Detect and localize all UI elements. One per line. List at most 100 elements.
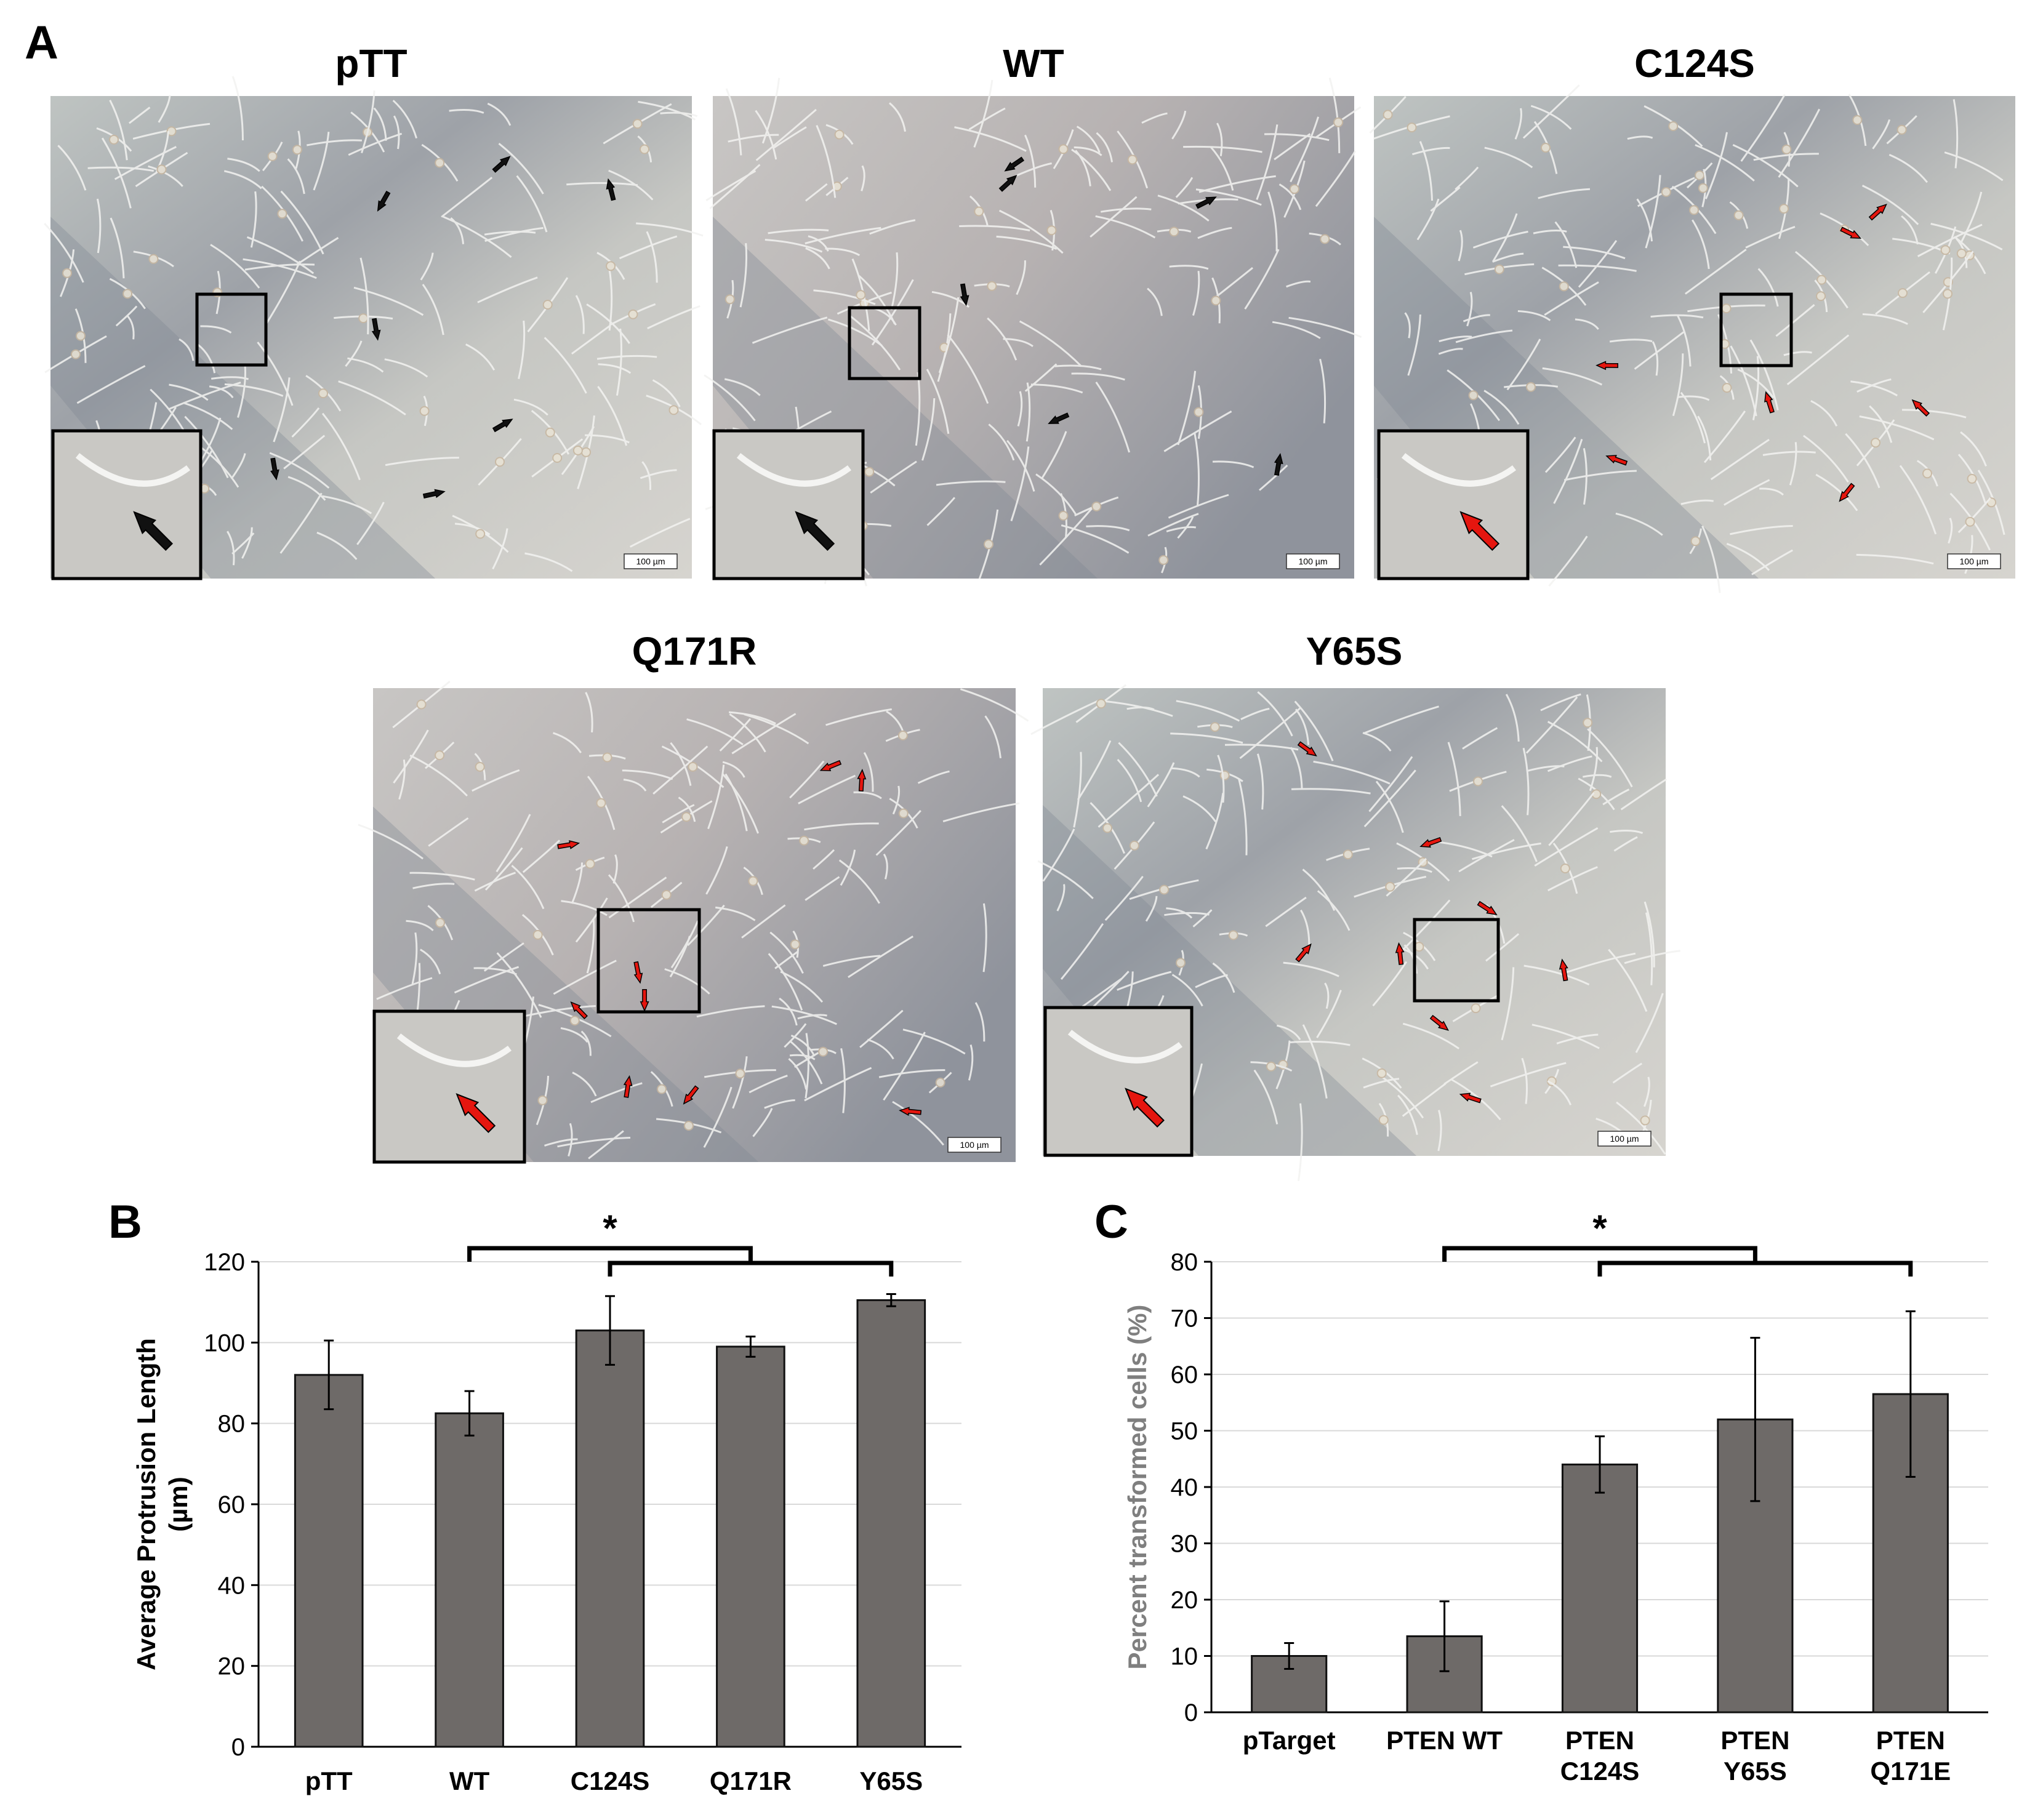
cell — [1313, 760, 1391, 785]
cell — [210, 244, 260, 289]
cell — [393, 729, 429, 784]
round-cell — [1897, 124, 1907, 135]
y-tick-label: 80 — [218, 1411, 246, 1438]
cell — [1859, 415, 1935, 441]
cell — [487, 102, 512, 126]
cell — [1869, 405, 1893, 443]
cell — [316, 531, 358, 560]
cell — [1278, 183, 1302, 210]
cell — [1171, 767, 1200, 778]
cell — [1948, 518, 1953, 544]
inset-arrow — [1125, 1088, 1165, 1128]
cell — [1019, 320, 1082, 367]
x-tick-label: C124S — [1560, 1757, 1639, 1786]
cell — [1024, 134, 1037, 188]
round-cell — [1898, 288, 1908, 299]
cell — [115, 305, 138, 327]
cell — [575, 897, 608, 943]
cell-arrow — [1477, 900, 1498, 916]
cell — [1272, 321, 1321, 339]
cell — [1704, 132, 1728, 199]
cell — [1039, 506, 1094, 566]
cell — [1256, 124, 1278, 200]
cell — [968, 1044, 974, 1081]
cell — [725, 88, 742, 156]
cell — [804, 822, 879, 831]
cell — [596, 355, 657, 360]
cell — [553, 732, 582, 753]
cell — [1483, 390, 1520, 425]
y-tick-label: 40 — [218, 1572, 246, 1599]
round-cell — [267, 151, 278, 161]
x-tick-label: pTT — [305, 1766, 353, 1795]
cell — [646, 231, 658, 283]
cell — [1171, 974, 1203, 1007]
round-cell — [1158, 555, 1169, 565]
round-cell — [856, 290, 866, 300]
cell — [622, 769, 673, 780]
cell — [1783, 351, 1812, 356]
cell — [345, 340, 363, 367]
cell — [1749, 339, 1779, 411]
cell — [1407, 314, 1421, 376]
cell-arrow — [857, 769, 867, 792]
cell — [522, 840, 561, 873]
cell — [1443, 1061, 1479, 1085]
cell — [805, 1033, 809, 1099]
cell — [484, 230, 536, 236]
cell-arrow — [633, 961, 643, 984]
cell — [1290, 747, 1303, 788]
round-cell — [1046, 225, 1057, 236]
cell — [805, 876, 840, 901]
cell — [728, 134, 779, 143]
round-cell — [1940, 245, 1951, 255]
cell — [1609, 339, 1653, 343]
cell — [1169, 265, 1209, 270]
round-cell — [1211, 295, 1221, 306]
panel-label-b: B — [108, 1196, 142, 1248]
cell — [183, 401, 233, 430]
y-tick-label: 30 — [1171, 1531, 1198, 1558]
cell — [1259, 464, 1288, 491]
cell-arrow — [1195, 196, 1217, 209]
cell — [1957, 497, 1991, 534]
cell — [1558, 264, 1637, 272]
cell-arrow — [570, 1001, 588, 1020]
cell — [1757, 268, 1779, 307]
cell — [982, 903, 987, 972]
cell — [1239, 707, 1301, 760]
cell — [996, 235, 1058, 250]
round-cell — [1266, 1061, 1276, 1072]
round-cell — [1091, 501, 1102, 511]
round-cell — [532, 929, 543, 940]
cell — [1095, 215, 1156, 239]
cell — [1466, 292, 1473, 327]
cell — [484, 847, 523, 891]
cell — [1257, 691, 1293, 737]
cell-arrow — [899, 1107, 922, 1116]
x-tick-label: Q171R — [710, 1766, 792, 1795]
cell — [1073, 752, 1082, 828]
cell — [590, 1082, 643, 1104]
cell — [1302, 868, 1336, 912]
cell — [1168, 494, 1229, 519]
cell — [279, 492, 323, 554]
x-tick-label: Y65S — [1724, 1757, 1787, 1786]
y-axis-title: Percent transformed cells (%) — [1123, 1305, 1152, 1670]
round-cell — [277, 209, 287, 219]
scale-bar-label: 100 µm — [1610, 1134, 1639, 1144]
cell — [1930, 223, 2003, 251]
cell — [704, 374, 756, 422]
cell-arrow — [960, 283, 969, 307]
cell — [1016, 162, 1052, 177]
cell — [1175, 177, 1194, 198]
cell — [827, 318, 883, 347]
cell — [1368, 756, 1413, 812]
inset-box — [1043, 1006, 1194, 1157]
micrograph-q171r: 100 µm Q171R — [358, 629, 1029, 1164]
cell-arrow — [998, 175, 1018, 192]
cell — [1217, 755, 1225, 803]
cell — [749, 1075, 788, 1094]
